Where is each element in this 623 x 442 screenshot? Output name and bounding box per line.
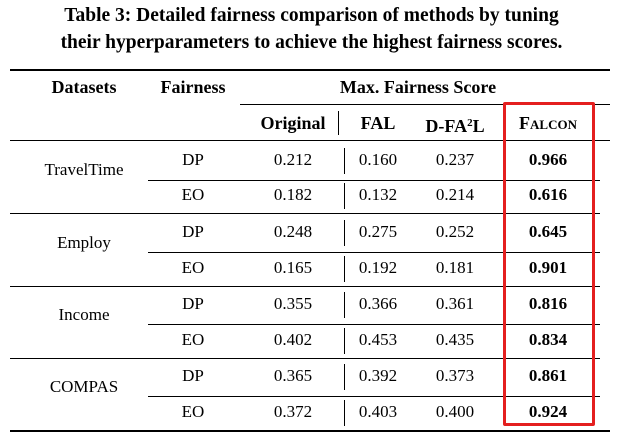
dataset-label: Income [58,305,110,324]
original-cell: 0.212 [273,150,313,169]
column-separator [344,148,345,174]
fal-cell: 0.392 [358,366,398,385]
original-cell: 0.355 [273,294,313,313]
header-dfa2l: D-FA2L [425,116,485,136]
row-rule [148,180,600,181]
metric-cell: DP [182,294,204,313]
falcon-cell: 0.966 [528,150,568,169]
header-partial-rule [240,104,610,105]
column-separator [344,292,345,318]
original-cell: 0.372 [273,402,313,421]
dfa2l-cell: 0.214 [435,185,475,204]
fal-cell: 0.453 [358,330,398,349]
caption-line-1: Table 3: Detailed fairness comparison of… [64,5,559,26]
caption-line-2: their hyperparameters to achieve the hig… [60,32,563,53]
header-fal: FAL [360,113,396,133]
falcon-cell: 0.924 [528,402,568,421]
bottom-rule [10,430,610,432]
falcon-cell: 0.901 [528,258,568,277]
dataset-label: Employ [57,233,111,252]
metric-cell: EO [181,185,205,204]
fal-cell: 0.132 [358,185,398,204]
column-separator [344,364,345,390]
original-cell: 0.182 [273,185,313,204]
row-rule [148,252,600,253]
row-rule [148,324,600,325]
falcon-cell: 0.645 [528,222,568,241]
dfa2l-cell: 0.373 [435,366,475,385]
metric-cell: DP [182,366,204,385]
column-separator [344,400,345,426]
dfa2l-cell: 0.252 [435,222,475,241]
row-rule [10,358,600,359]
dataset-label: TravelTime [44,160,124,179]
dfa2l-cell: 0.237 [435,150,475,169]
header-datasets: Datasets [51,77,117,97]
column-separator [344,183,345,209]
metric-cell: EO [181,330,205,349]
row-rule [10,286,600,287]
column-separator [344,328,345,354]
original-cell: 0.165 [273,258,313,277]
falcon-cell: 0.816 [528,294,568,313]
header-falcon: Falcon [519,113,577,133]
column-separator [344,256,345,282]
fal-cell: 0.160 [358,150,398,169]
metric-cell: DP [182,150,204,169]
header-bottom-rule [10,140,610,142]
original-cell: 0.402 [273,330,313,349]
falcon-cell: 0.861 [528,366,568,385]
column-separator [344,220,345,246]
table-caption: Table 3: Detailed fairness comparison of… [0,2,623,56]
fal-cell: 0.366 [358,294,398,313]
dfa2l-cell: 0.361 [435,294,475,313]
header-fairness: Fairness [160,77,226,97]
dfa2l-cell: 0.181 [435,258,475,277]
top-rule [10,69,610,71]
fal-cell: 0.192 [358,258,398,277]
metric-cell: EO [181,258,205,277]
fal-cell: 0.275 [358,222,398,241]
falcon-cell: 0.616 [528,185,568,204]
dfa2l-cell: 0.435 [435,330,475,349]
metric-cell: DP [182,222,204,241]
fal-cell: 0.403 [358,402,398,421]
row-rule [10,213,600,214]
falcon-highlight-box [503,102,595,426]
falcon-cell: 0.834 [528,330,568,349]
metric-cell: EO [181,402,205,421]
header-max-fairness-score: Max. Fairness Score [339,77,497,97]
header-separator [338,111,339,135]
header-original: Original [260,113,326,133]
dfa2l-cell: 0.400 [435,402,475,421]
row-rule [148,396,600,397]
original-cell: 0.248 [273,222,313,241]
original-cell: 0.365 [273,366,313,385]
dataset-label: COMPAS [49,377,119,396]
